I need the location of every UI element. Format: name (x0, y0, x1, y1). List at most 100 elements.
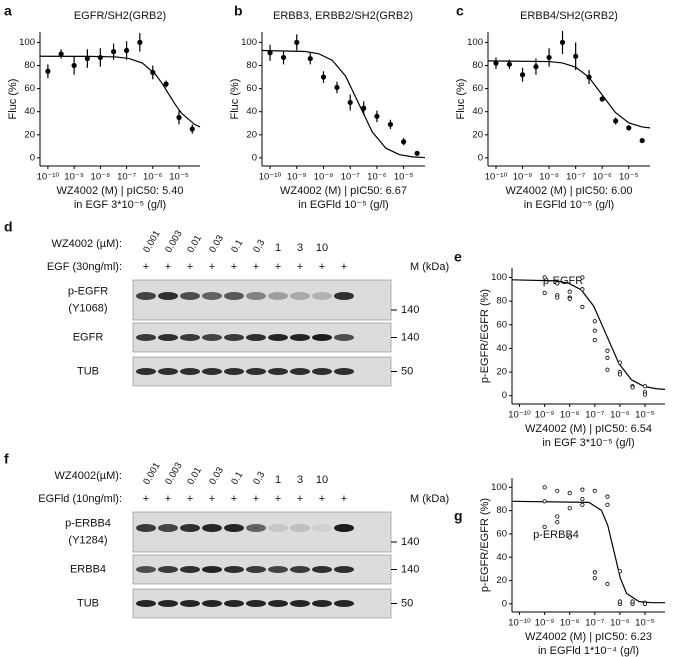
data-point (605, 367, 610, 372)
lane-sign: + (209, 261, 215, 273)
x-tick-label: 10⁻⁶ (592, 172, 612, 183)
y-tick-label: 60 (24, 83, 35, 94)
data-point (111, 49, 117, 55)
data-point (580, 304, 585, 310)
concentration-label: 0.3 (251, 470, 267, 487)
y-tick-label: 80 (24, 60, 35, 71)
blot-band (180, 600, 200, 607)
blot-band (202, 524, 222, 532)
blot-band (334, 600, 354, 607)
y-tick-label: 100 (19, 37, 35, 48)
x-tick-label: 10⁻⁶ (367, 172, 387, 183)
lane-sign: + (187, 493, 193, 505)
blot-band (334, 524, 354, 532)
lane-sign: + (165, 261, 171, 273)
data-point (555, 295, 560, 300)
blot-band (246, 600, 266, 607)
blot-band (136, 292, 156, 300)
concentration-label: 1 (275, 242, 281, 254)
data-point (414, 150, 420, 156)
concentration-label: 10 (316, 474, 328, 486)
y-tick-label: 20 (24, 129, 35, 140)
lane-sign: + (253, 261, 259, 273)
fit-curve (487, 60, 651, 129)
blot-band (224, 600, 244, 607)
blot-band (268, 334, 288, 341)
blot-band (290, 292, 310, 300)
data-point (580, 275, 585, 280)
blot-band (334, 566, 354, 573)
data-point (580, 502, 585, 507)
blot-band (268, 368, 288, 375)
blot-band (224, 292, 244, 300)
data-point (592, 338, 597, 343)
blot-band (334, 292, 354, 300)
data-point (592, 576, 597, 581)
blot-strip (132, 279, 392, 321)
data-point (150, 69, 156, 76)
blot-band (224, 524, 244, 532)
y-axis-label: p-EGFR/EGFR (%) (479, 498, 491, 592)
blot-band (202, 334, 222, 341)
blot-band (158, 600, 178, 607)
chart-title: ERBB4/SH2(GRB2) (520, 10, 618, 22)
lane-sign: + (275, 261, 281, 273)
chart-title: p-EGFR (543, 275, 583, 287)
x-tick-label: 10⁻¹⁰ (485, 172, 508, 183)
data-point (542, 499, 547, 504)
y-axis-label: Fluc (%) (229, 79, 241, 120)
marker-label: 140 (401, 331, 419, 343)
data-point (267, 50, 273, 56)
blot-band (334, 368, 354, 375)
x-tick-label: 10⁻¹⁰ (508, 618, 531, 629)
concentration-label: 1 (275, 474, 281, 486)
data-point (493, 60, 499, 66)
blot-band (268, 524, 288, 532)
x-tick-label: 10⁻⁵ (635, 618, 655, 629)
x-tick-label: 10⁻¹⁰ (259, 172, 282, 183)
panel-letter: f (4, 451, 9, 467)
lane-sign: + (143, 493, 149, 505)
data-point (617, 599, 622, 604)
data-point (533, 64, 539, 70)
data-point (567, 491, 572, 496)
panel-letter: e (454, 249, 462, 265)
data-point (387, 121, 394, 128)
x-tick-label: 10⁻⁸ (539, 172, 559, 183)
marker-label: 50 (401, 365, 413, 377)
x-axis-label: WZ4002 (M) | pIC50: 6.54 (525, 423, 652, 435)
blot-band (246, 524, 266, 532)
chart-title: EGFR/SH2(GRB2) (74, 10, 166, 22)
data-point (163, 81, 169, 87)
data-point (642, 384, 648, 389)
data-point (642, 392, 648, 397)
x-tick-label: 10⁻⁵ (619, 172, 639, 183)
fit-curve (511, 500, 665, 604)
concentration-label: 0.03 (207, 233, 226, 255)
data-point (176, 114, 182, 121)
y-tick-label: 0 (30, 152, 35, 163)
y-axis-label: Fluc (%) (455, 79, 467, 120)
data-point (592, 570, 597, 575)
y-tick-label: 0 (478, 152, 483, 163)
data-point (617, 569, 622, 574)
y-tick-label: 100 (491, 482, 507, 493)
data-point (374, 113, 380, 119)
data-point (555, 488, 560, 493)
stimulus-label: EGFld (10ng/ml): (38, 493, 122, 505)
data-point (280, 54, 287, 61)
treatment-label: WZ4002 (µM): (51, 238, 122, 250)
y-tick-label: 60 (472, 83, 483, 94)
y-tick-label: 40 (24, 106, 35, 117)
data-point (555, 514, 560, 519)
lane-sign: + (231, 493, 237, 505)
y-tick-label: 40 (246, 106, 257, 117)
lane-sign: + (209, 493, 215, 505)
data-point (617, 372, 622, 377)
data-point (592, 319, 597, 324)
concentration-label: 0.3 (251, 238, 267, 255)
lane-sign: + (143, 261, 149, 273)
blot-band (312, 600, 332, 607)
x-tick-label: 10⁻⁵ (635, 410, 655, 421)
data-point (605, 348, 610, 353)
